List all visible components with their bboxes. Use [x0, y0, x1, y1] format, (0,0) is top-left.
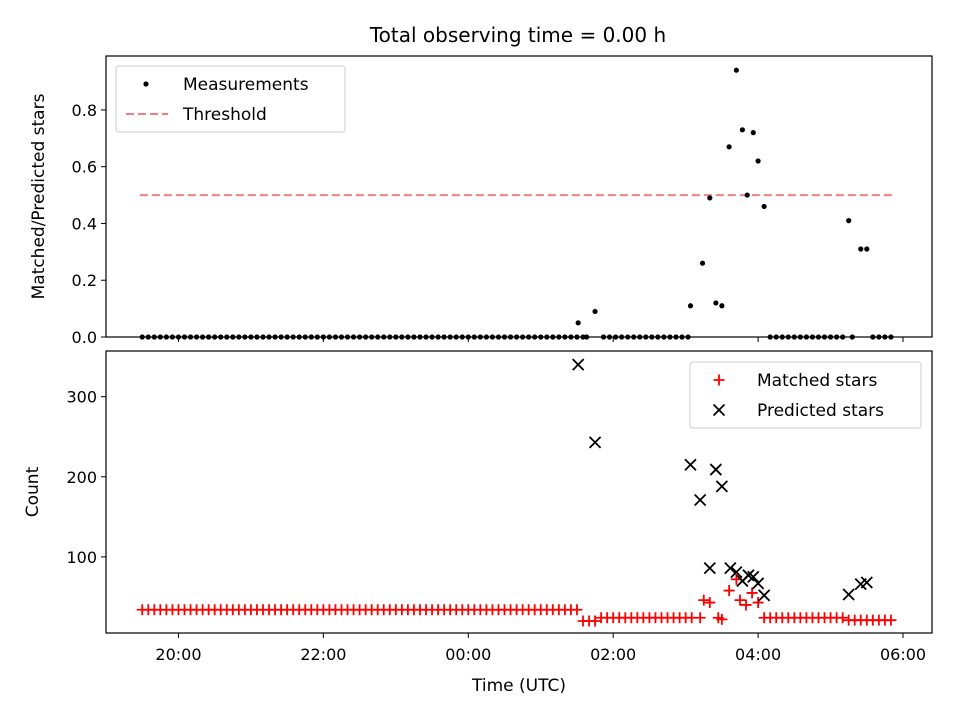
x-tick-label: 02:00: [590, 645, 636, 664]
matched-star-point: [694, 612, 706, 624]
matched-star-point: [716, 613, 728, 625]
predicted-star-point: [842, 588, 855, 601]
axes-frame: [105, 55, 933, 338]
legend-box: [115, 65, 346, 133]
legend: Matched stars Predicted stars: [689, 361, 922, 429]
measurement-point: [726, 144, 732, 150]
predicted-star-point: [715, 480, 729, 493]
legend-box: [689, 361, 922, 429]
x-tick-label: 00:00: [445, 645, 491, 664]
legend: Measurements Threshold: [115, 65, 346, 133]
legend-marker-measurements: [143, 81, 149, 87]
measurement-point: [575, 320, 581, 326]
predicted-star-point: [860, 576, 873, 589]
panel-1: 0.0 0.2 0.4 0.6 0.8 Matched/Predicted stars Me…: [29, 55, 933, 347]
x-tick-label: 22:00: [300, 645, 346, 664]
y-tick-label: 100: [66, 548, 97, 567]
matched-star-point: [723, 585, 735, 597]
legend-label-threshold: Threshold: [182, 105, 267, 125]
legend-label-measurements: Measurements: [183, 75, 309, 95]
x-tick-label: 06:00: [880, 645, 926, 664]
matched-star-point: [698, 594, 710, 606]
matched-star-point: [571, 604, 583, 616]
matched-star-point: [752, 597, 764, 609]
y-tick-label: 0.4: [72, 214, 97, 233]
matched-star-point: [734, 594, 746, 606]
predicted-star-point: [684, 458, 697, 471]
predicted-star-point: [758, 589, 771, 602]
legend-marker-matched: [713, 374, 725, 386]
measurement-point: [719, 303, 725, 309]
measurement-point: [744, 192, 750, 198]
y-tick-label: 0.6: [72, 158, 97, 177]
matched-star-point: [837, 612, 849, 624]
legend-label-predicted: Predicted stars: [757, 401, 884, 421]
measurement-point: [687, 303, 694, 309]
y-tick-label: 300: [66, 388, 97, 407]
legend-label-matched: Matched stars: [757, 371, 877, 391]
y-tick-label: 0.0: [72, 328, 97, 347]
y-tick-label: 0.8: [72, 101, 97, 120]
predicted-star-point: [694, 493, 707, 507]
x-axis-label: Time (UTC): [471, 676, 566, 696]
y-tick-label: 200: [66, 468, 97, 487]
predicted-star-point: [730, 565, 743, 579]
measurement-point: [713, 300, 719, 306]
chart-title: Total observing time = 0.00 h: [369, 23, 666, 47]
y-axis-label: Count: [23, 466, 43, 517]
predicted-star-point: [572, 358, 585, 371]
measurement-point: [750, 130, 756, 136]
measurement-point: [846, 218, 852, 224]
measurement-point: [864, 246, 870, 252]
axes-frame: [105, 350, 933, 634]
x-tick-label: 20:00: [155, 645, 201, 664]
measurement-point: [699, 260, 706, 266]
predicted-star-point: [709, 463, 722, 476]
measurement-point: [592, 308, 598, 315]
matched-star-point: [740, 599, 752, 611]
y-axis-label: Matched/Predicted stars: [29, 93, 49, 299]
panel-2: 100 200 300 20:00 22:00 00:00 02:00 04:00 06:00 C…: [23, 350, 933, 696]
predicted-star-point: [747, 570, 760, 584]
matched-star-point: [746, 587, 758, 599]
measurement-point: [858, 246, 864, 252]
measurement-point: [707, 195, 713, 201]
legend-marker-predicted: [712, 403, 726, 417]
measurement-point: [755, 158, 761, 164]
measurement-point: [761, 203, 767, 210]
plots: 0.0 0.2 0.4 0.6 0.8 Matched/Predicted stars Me…: [23, 55, 933, 696]
matched-star-point: [704, 597, 716, 609]
predicted-star-point: [703, 561, 716, 575]
predicted-star-point: [724, 561, 737, 575]
matched-star-point: [589, 615, 601, 627]
x-tick-label: 04:00: [735, 645, 781, 664]
predicted-star-point: [588, 436, 602, 449]
y-tick-label: 0.2: [72, 271, 97, 290]
predicted-star-point: [751, 577, 765, 590]
measurement-point: [733, 67, 739, 73]
matched-star-point: [885, 614, 897, 626]
measurement-point: [739, 127, 746, 133]
